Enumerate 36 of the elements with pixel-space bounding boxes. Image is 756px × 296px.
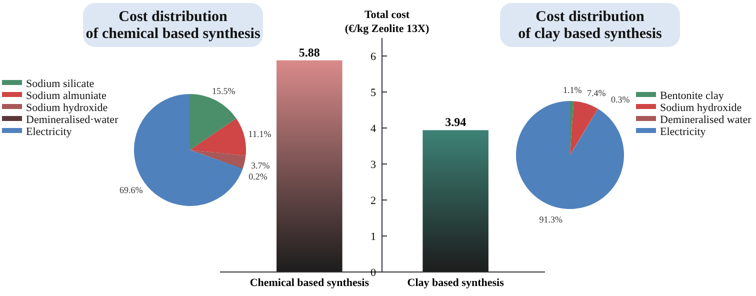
legend-label: Electricity (660, 126, 706, 138)
pie-slice (516, 101, 624, 209)
legend-label: Demineralised·water (26, 114, 119, 126)
data-label: 91.3% (539, 214, 564, 224)
legend-label: Sodium hydroxide (660, 102, 742, 114)
y-tick-label: 3 (370, 159, 376, 171)
y-tick-label: 2 (370, 195, 376, 207)
y-axis-title: Total cost (€/kg Zeolite 13X) (344, 9, 430, 35)
data-label: 15.5% (212, 86, 236, 96)
legend-label: Sodium hydroxide (26, 102, 108, 114)
pie-slice (190, 118, 246, 156)
data-label: 7.4% (587, 88, 606, 98)
chart-title: Cost distribution of clay based synthesis (518, 9, 662, 42)
legend-label: Bentonite clay (660, 90, 724, 102)
y-tick-label: 5 (370, 87, 376, 99)
data-label: 0.2% (248, 172, 268, 182)
pie-slice (570, 101, 598, 155)
chart-title: Cost distribution of chemical based synthesis (86, 9, 260, 42)
x-tick-label: Clay based synthesis (407, 277, 505, 289)
data-label: 3.7% (250, 160, 270, 171)
legend-label: Sodium silicate (26, 78, 94, 90)
y-tick-label: 6 (370, 51, 376, 63)
pie-slice (190, 94, 236, 150)
legend-label: Demineralised water (660, 114, 752, 126)
legend-label: Sodium almuniate (26, 90, 106, 102)
data-label: 3.94 (445, 115, 466, 130)
y-tick-label: 1 (370, 231, 376, 243)
y-tick-label: 4 (370, 123, 376, 135)
x-tick-label: Chemical based synthesis (250, 277, 370, 289)
pie-slice (570, 108, 598, 155)
data-label: 69.6% (120, 185, 144, 196)
data-label: 11.1% (248, 129, 272, 140)
data-label: 5.88 (298, 45, 320, 60)
data-label: 0.3% (611, 94, 630, 104)
legend-label: Electricity (26, 126, 72, 138)
data-label: 1.1% (563, 85, 582, 96)
